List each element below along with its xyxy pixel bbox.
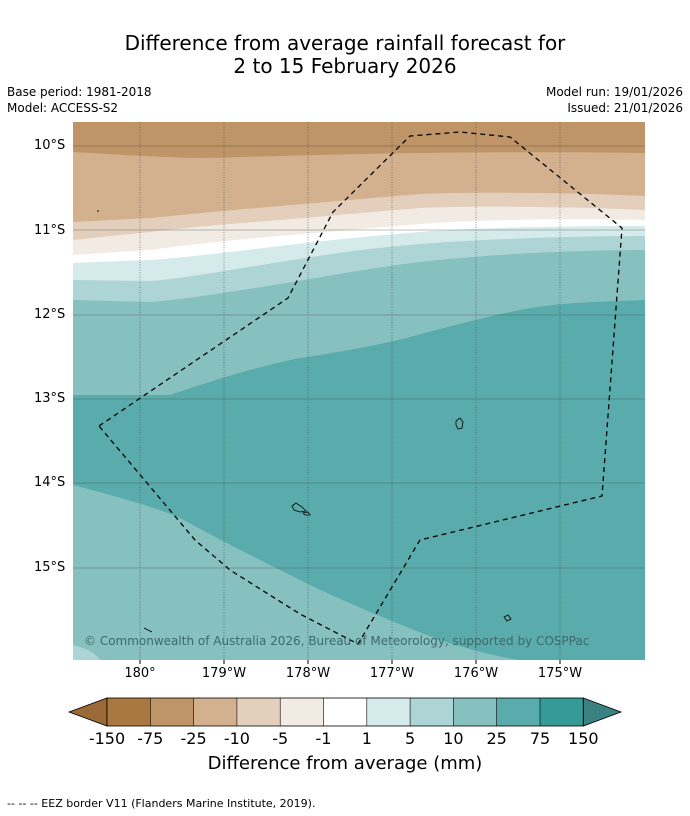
- colorbar-tick-10: 25: [486, 729, 507, 748]
- colorbar-tick-1: -150: [88, 729, 126, 748]
- island-dot: [97, 210, 99, 212]
- lat-label-14s: 14°S: [34, 475, 66, 490]
- colorbar-dividers: [150, 698, 541, 726]
- colorbar-segment-7: [366, 698, 411, 726]
- map-title: Difference from average rainfall forecas…: [0, 32, 690, 78]
- model-run: Model run: 19/01/2026: [545, 85, 683, 99]
- band-5-10-south: [73, 645, 100, 660]
- latitude-lines: [73, 145, 645, 569]
- colorbar-tick-9: 10: [443, 729, 464, 748]
- colorbar-segment-3: [193, 698, 237, 726]
- lon-label-176w: 176°W: [453, 666, 499, 681]
- rainfall-field: [73, 122, 645, 660]
- colorbar-title: Difference from average (mm): [207, 753, 483, 774]
- colorbar-extend-high: [582, 697, 623, 727]
- base-period: Base period: 1981-2018: [7, 85, 152, 99]
- colorbar-segment-2: [150, 698, 194, 726]
- colorbar-outline: [106, 697, 584, 727]
- colorbar-segment-1: [107, 698, 151, 726]
- colorbar-tick-5: -5: [272, 729, 289, 748]
- colorbar-tick-3: -25: [180, 729, 207, 748]
- island-alofi: [302, 511, 311, 516]
- band-minus-75: [73, 122, 645, 158]
- colorbar-tick-2: -75: [137, 729, 164, 748]
- colorbar-segment-10: [496, 698, 540, 726]
- meta-left: Base period: 1981-2018 Model: ACCESS-S2: [7, 84, 152, 116]
- colorbar-segment-11: [540, 698, 584, 726]
- colorbar-segment-4: [236, 698, 281, 726]
- island-futuna: [291, 502, 307, 513]
- lat-label-15s: 15°S: [34, 560, 66, 575]
- title-line-1: Difference from average rainfall forecas…: [124, 31, 566, 55]
- gridlines: [139, 122, 561, 660]
- colorbar: [67, 697, 623, 727]
- model-name: Model: ACCESS-S2: [7, 101, 119, 115]
- title-line-2: 2 to 15 February 2026: [233, 54, 457, 78]
- colorbar-segment-6: [323, 698, 367, 726]
- copyright-notice: © Commonwealth of Australia 2026, Bureau…: [84, 634, 590, 648]
- colorbar-tick-7: 1: [361, 729, 372, 748]
- colorbar-segment-8: [410, 698, 454, 726]
- eez-footnote: -- -- -- EEZ border V11 (Flanders Marine…: [7, 797, 316, 810]
- band-10-25-south: [73, 485, 520, 660]
- island-reef: [143, 627, 153, 633]
- colorbar-extend-low: [67, 697, 108, 727]
- eez-border: [98, 131, 623, 645]
- colorbar-tick-12: 150: [568, 729, 599, 748]
- meta-right: Model run: 19/01/2026 Issued: 21/01/2026: [546, 84, 683, 116]
- colorbar-tick-8: 5: [405, 729, 416, 748]
- lon-ticks: [139, 660, 561, 664]
- lon-label-180: 180°: [124, 666, 156, 681]
- lon-label-178w: 178°W: [285, 666, 331, 681]
- lon-label-177w: 177°W: [369, 666, 415, 681]
- colorbar-tick-4: -10: [223, 729, 250, 748]
- colorbar-tick-11: 75: [529, 729, 551, 748]
- lat-label-11s: 11°S: [34, 223, 66, 238]
- colorbar-segment-5: [280, 698, 324, 726]
- lat-label-13s: 13°S: [34, 391, 66, 406]
- issued-date: Issued: 21/01/2026: [567, 101, 683, 115]
- island-south: [503, 614, 512, 622]
- lon-label-175w: 175°W: [537, 666, 583, 681]
- lat-label-10s: 10°S: [34, 138, 66, 153]
- colorbar-tick-6: -1: [315, 729, 332, 748]
- island-wallis: [455, 417, 464, 430]
- lat-label-12s: 12°S: [34, 307, 66, 322]
- lon-label-179w: 179°W: [201, 666, 247, 681]
- colorbar-segment-9: [453, 698, 497, 726]
